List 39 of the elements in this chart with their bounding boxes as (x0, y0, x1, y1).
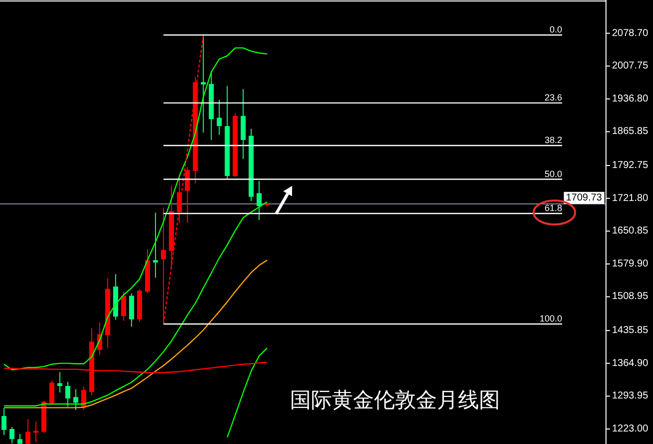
candlestick (152, 212, 158, 278)
series-label: 0.0 (550, 24, 562, 34)
candlestick (9, 426, 14, 444)
line-series (3, 47, 268, 370)
candlestick (17, 434, 22, 444)
y-tick-label: 2007.75 (612, 60, 649, 72)
candlestick (57, 372, 62, 393)
candlestick (25, 418, 30, 444)
y-tick-label: 1865.85 (612, 126, 649, 138)
y-tick-label: 1936.80 (612, 93, 649, 104)
line-series (226, 347, 268, 438)
y-tick-label: 1223.00 (612, 423, 649, 434)
series-label: 50.0 (544, 168, 562, 179)
candlestick (129, 292, 134, 328)
y-tick-label: 1650.85 (612, 226, 649, 237)
candlestick (65, 381, 70, 408)
y-tick-label: 1508.95 (612, 291, 649, 302)
y-tick-label: 1364.90 (612, 358, 649, 369)
y-tick-label: 2078.70 (612, 28, 649, 39)
candlestick (81, 386, 86, 411)
line-series (3, 260, 268, 408)
y-tick-label: 1721.80 (612, 192, 649, 204)
series-label: 100.0 (540, 314, 562, 324)
y-tick-label: 1792.75 (612, 160, 649, 172)
text: 国际黄金伦敦金月线图 (290, 388, 500, 412)
candlestick (184, 166, 190, 224)
candlestick (49, 380, 54, 406)
candlestick (256, 180, 262, 220)
y-tick-label: 1293.95 (612, 390, 649, 402)
candlestick (200, 34, 206, 134)
y-tick-label: 1435.85 (612, 325, 649, 336)
candlestick (73, 388, 78, 411)
y-tick-label: 1579.90 (612, 258, 649, 270)
candlestick (216, 99, 222, 136)
candlestick (121, 291, 126, 322)
series-label: 23.6 (544, 92, 562, 102)
ref-line-label: 1709.73 (566, 192, 602, 204)
series-label: 38.2 (544, 135, 562, 146)
candlestick (1, 408, 6, 436)
